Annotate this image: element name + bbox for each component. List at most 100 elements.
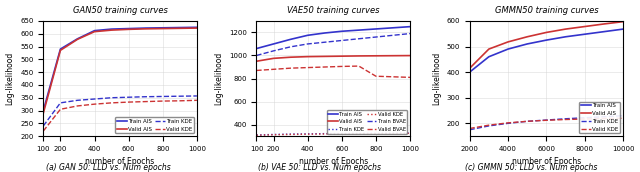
Train AIS xyxy=(108,28,115,30)
Valid AIS xyxy=(504,41,512,43)
Train AIS xyxy=(406,26,414,28)
Train KDE xyxy=(338,132,346,135)
Valid AIS xyxy=(253,60,260,62)
Valid KDE xyxy=(504,122,512,124)
Valid KDE xyxy=(600,117,608,120)
Valid AIS xyxy=(287,56,294,58)
Valid AIS xyxy=(389,55,397,57)
Line: Valid AIS: Valid AIS xyxy=(470,22,623,68)
Valid BVAE xyxy=(389,76,397,78)
Valid KDE xyxy=(581,118,589,120)
Valid AIS xyxy=(56,49,64,51)
Train AIS xyxy=(562,36,570,38)
Train AIS xyxy=(372,28,380,30)
Train AIS xyxy=(125,28,132,30)
Line: Train AIS: Train AIS xyxy=(257,27,410,49)
Train KDE xyxy=(193,95,201,97)
Train KDE xyxy=(125,96,132,98)
Train KDE xyxy=(524,120,531,122)
Text: (a) GAN 50: LLD vs. Num epochs: (a) GAN 50: LLD vs. Num epochs xyxy=(47,163,171,172)
Train KDE xyxy=(562,118,570,120)
Train KDE xyxy=(159,95,166,98)
Valid BVAE xyxy=(338,65,346,67)
Train AIS xyxy=(524,43,531,45)
Train AIS xyxy=(269,43,277,45)
Line: Valid AIS: Valid AIS xyxy=(44,28,197,113)
Train AIS xyxy=(56,48,64,50)
Valid KDE xyxy=(287,133,294,136)
Valid KDE xyxy=(562,119,570,121)
Valid AIS xyxy=(91,31,99,33)
Valid AIS xyxy=(40,112,47,114)
Valid AIS xyxy=(321,55,328,57)
Train BVAE xyxy=(253,55,260,57)
Valid BVAE xyxy=(304,67,312,69)
Valid KDE xyxy=(485,124,493,126)
Valid BVAE xyxy=(372,75,380,77)
Valid BVAE xyxy=(406,76,414,78)
Valid AIS xyxy=(304,56,312,58)
Line: Train AIS: Train AIS xyxy=(44,27,197,111)
Valid AIS xyxy=(176,27,184,29)
Valid KDE xyxy=(620,117,627,119)
Line: Valid KDE: Valid KDE xyxy=(257,133,410,135)
Train AIS xyxy=(40,110,47,112)
X-axis label: number of Epochs: number of Epochs xyxy=(86,157,155,166)
Line: Valid KDE: Valid KDE xyxy=(44,100,197,131)
Line: Valid AIS: Valid AIS xyxy=(257,56,410,61)
Y-axis label: Log-likelihood: Log-likelihood xyxy=(6,52,15,105)
Valid KDE xyxy=(193,99,201,101)
Train AIS xyxy=(466,71,474,73)
Valid KDE xyxy=(142,101,150,103)
Train AIS xyxy=(543,39,550,41)
Train KDE xyxy=(485,125,493,127)
Valid KDE xyxy=(372,133,380,135)
Train KDE xyxy=(91,98,99,100)
Line: Valid BVAE: Valid BVAE xyxy=(257,66,410,77)
Valid KDE xyxy=(389,132,397,135)
Line: Train BVAE: Train BVAE xyxy=(257,34,410,56)
Train BVAE xyxy=(321,41,328,43)
Train KDE xyxy=(108,97,115,99)
Train AIS xyxy=(321,32,328,34)
Train AIS xyxy=(142,27,150,29)
Valid AIS xyxy=(74,38,81,40)
Train AIS xyxy=(176,26,184,29)
Valid BVAE xyxy=(355,65,363,67)
Valid BVAE xyxy=(287,67,294,69)
Text: (c) GMMN 50: LLD vs. Num epochs: (c) GMMN 50: LLD vs. Num epochs xyxy=(465,163,597,172)
Valid AIS xyxy=(581,25,589,28)
Train AIS xyxy=(581,33,589,35)
Train KDE xyxy=(372,132,380,134)
Line: Train KDE: Train KDE xyxy=(257,133,410,135)
Valid KDE xyxy=(125,101,132,103)
Valid KDE xyxy=(321,133,328,135)
Title: GMMN50 training curves: GMMN50 training curves xyxy=(495,6,598,15)
Train KDE xyxy=(504,122,512,124)
Valid AIS xyxy=(269,57,277,59)
Train AIS xyxy=(504,48,512,50)
Valid AIS xyxy=(543,31,550,33)
Line: Train KDE: Train KDE xyxy=(44,96,197,126)
X-axis label: number of Epochs: number of Epochs xyxy=(512,157,581,166)
Train KDE xyxy=(142,96,150,98)
Valid AIS xyxy=(524,36,531,38)
Valid AIS xyxy=(600,23,608,25)
Valid BVAE xyxy=(321,66,328,68)
Train AIS xyxy=(355,29,363,31)
Train KDE xyxy=(74,99,81,101)
Train KDE xyxy=(176,95,184,97)
Legend: Train AIS, Valid AIS, Train KDE, Valid KDE: Train AIS, Valid AIS, Train KDE, Valid K… xyxy=(115,117,194,133)
Legend: Train AIS, Valid AIS, Train KDE, Valid KDE: Train AIS, Valid AIS, Train KDE, Valid K… xyxy=(579,102,620,133)
Valid AIS xyxy=(159,28,166,30)
Valid AIS xyxy=(142,28,150,30)
Train KDE xyxy=(600,116,608,118)
Valid KDE xyxy=(355,133,363,135)
Train AIS xyxy=(159,27,166,29)
Train KDE xyxy=(355,132,363,135)
Valid KDE xyxy=(159,100,166,102)
Valid BVAE xyxy=(269,68,277,70)
Train AIS xyxy=(389,27,397,29)
Valid KDE xyxy=(91,103,99,105)
Train KDE xyxy=(406,132,414,134)
